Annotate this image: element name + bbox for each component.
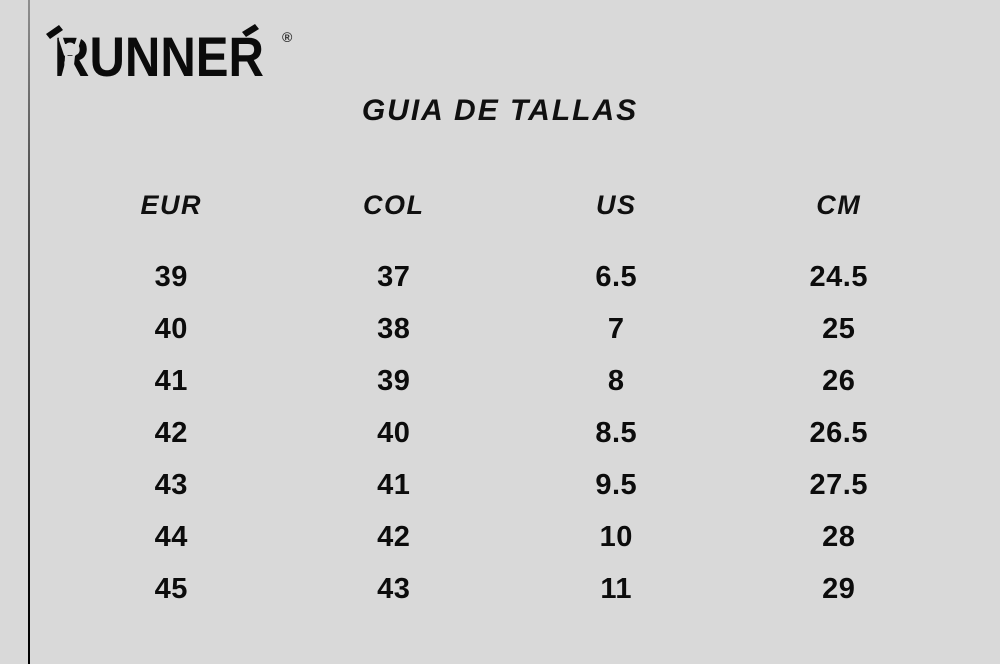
size-cell: 39 xyxy=(154,260,188,293)
size-cell: 9.5 xyxy=(595,468,638,501)
page-title: GUIA DE TALLAS xyxy=(361,94,639,127)
size-cell: 11 xyxy=(600,572,633,605)
size-cell: 24.5 xyxy=(809,260,868,293)
size-cell: 28 xyxy=(822,520,856,553)
logo-slash-left-icon xyxy=(46,25,63,39)
logo-slash-right-icon xyxy=(242,24,259,37)
size-table-header-row: EUR COL US CM xyxy=(60,185,950,225)
size-cell: 37 xyxy=(377,260,411,293)
runner-figure-icon xyxy=(58,35,82,76)
registered-mark: ® xyxy=(282,29,293,45)
size-cell: 42 xyxy=(154,416,188,449)
size-cell: 27.5 xyxy=(809,468,868,501)
table-row: 40 38 7 25 xyxy=(60,303,950,355)
size-cell: 38 xyxy=(377,312,411,345)
brand-logo-graphic: RUNNER ® xyxy=(46,24,293,88)
size-cell: 41 xyxy=(377,468,411,501)
size-cell: 44 xyxy=(154,520,188,553)
size-cell: 42 xyxy=(377,520,411,553)
size-table-body: 39 37 6.5 24.5 40 38 7 25 41 39 8 26 42 … xyxy=(60,251,950,615)
size-table: EUR COL US CM 39 37 6.5 24.5 40 38 7 25 … xyxy=(60,185,950,615)
size-cell: 29 xyxy=(822,572,856,605)
table-row: 45 43 11 29 xyxy=(60,563,950,615)
header-cell-col: COL xyxy=(363,189,425,220)
size-cell: 10 xyxy=(599,520,633,553)
size-cell: 8.5 xyxy=(595,416,638,449)
header-cell-eur: EUR xyxy=(140,189,202,220)
table-row: 39 37 6.5 24.5 xyxy=(60,251,950,303)
table-row: 43 41 9.5 27.5 xyxy=(60,459,950,511)
size-cell: 43 xyxy=(377,572,411,605)
left-accent-line xyxy=(28,0,30,664)
size-cell: 26.5 xyxy=(809,416,868,449)
brand-wordmark: RUNNER xyxy=(54,25,264,86)
size-cell: 41 xyxy=(154,364,188,397)
size-cell: 45 xyxy=(154,572,188,605)
brand-logo: RUNNER ® xyxy=(46,22,302,88)
table-row: 42 40 8.5 26.5 xyxy=(60,407,950,459)
size-cell: 43 xyxy=(154,468,188,501)
table-row: 44 42 10 28 xyxy=(60,511,950,563)
size-cell: 7 xyxy=(607,312,625,345)
table-row: 41 39 8 26 xyxy=(60,355,950,407)
size-cell: 40 xyxy=(377,416,411,449)
size-cell: 25 xyxy=(822,312,856,345)
size-cell: 8 xyxy=(607,364,625,397)
size-cell: 6.5 xyxy=(595,260,638,293)
header-cell-cm: CM xyxy=(816,189,862,220)
size-cell: 39 xyxy=(377,364,411,397)
size-cell: 40 xyxy=(154,312,188,345)
header-cell-us: US xyxy=(595,189,637,220)
size-cell: 26 xyxy=(822,364,856,397)
